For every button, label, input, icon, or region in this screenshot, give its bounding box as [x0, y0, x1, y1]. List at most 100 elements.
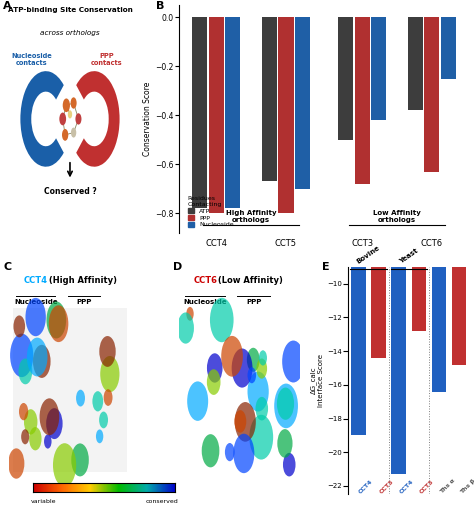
Circle shape	[62, 129, 68, 141]
Bar	[408, 18, 423, 110]
Circle shape	[63, 98, 70, 112]
Text: PPP: PPP	[77, 299, 92, 305]
Text: CCT4: CCT4	[358, 478, 374, 494]
Bar	[192, 18, 207, 208]
Bar	[424, 18, 439, 171]
Bar	[452, 115, 466, 365]
Text: C: C	[3, 262, 11, 272]
Circle shape	[99, 411, 108, 428]
Circle shape	[21, 429, 29, 444]
Circle shape	[249, 415, 273, 459]
Text: Nucleoside
contacts: Nucleoside contacts	[11, 53, 52, 66]
Legend: ATP, PPP, Nucleoside: ATP, PPP, Nucleoside	[188, 196, 234, 227]
Text: Low Affinity
orthologs: Low Affinity orthologs	[373, 210, 421, 223]
Circle shape	[207, 353, 223, 383]
Circle shape	[68, 110, 72, 118]
Text: CCT6: CCT6	[193, 276, 218, 285]
Text: variable: variable	[30, 499, 56, 504]
Circle shape	[277, 429, 292, 458]
Circle shape	[233, 434, 255, 473]
Circle shape	[53, 443, 76, 487]
Bar	[295, 18, 310, 188]
Text: Yeast: Yeast	[398, 248, 419, 265]
Text: Bovine: Bovine	[356, 245, 381, 265]
Y-axis label: Conservation Score: Conservation Score	[143, 82, 152, 156]
Circle shape	[46, 301, 66, 338]
Bar	[392, 115, 406, 474]
Circle shape	[10, 334, 33, 377]
Text: Conserved ?: Conserved ?	[44, 187, 96, 196]
Circle shape	[92, 391, 103, 411]
Text: Nucleoside: Nucleoside	[14, 299, 58, 305]
Circle shape	[27, 338, 47, 376]
Bar	[209, 18, 224, 213]
Circle shape	[75, 113, 82, 125]
Circle shape	[8, 449, 24, 479]
Circle shape	[282, 340, 304, 383]
Circle shape	[71, 128, 76, 138]
Circle shape	[259, 350, 267, 366]
Circle shape	[96, 430, 103, 443]
Text: B: B	[155, 1, 164, 11]
Wedge shape	[20, 71, 64, 167]
Text: A: A	[3, 1, 12, 11]
Circle shape	[49, 305, 68, 342]
Circle shape	[19, 403, 28, 420]
Circle shape	[207, 369, 220, 395]
Circle shape	[33, 345, 51, 378]
Circle shape	[247, 372, 269, 411]
Circle shape	[247, 367, 256, 383]
Bar	[262, 18, 277, 181]
Circle shape	[40, 398, 59, 435]
Bar	[355, 18, 370, 184]
Text: Ths α: Ths α	[439, 478, 456, 494]
Bar	[432, 115, 446, 391]
Bar	[278, 18, 293, 213]
Circle shape	[26, 298, 46, 336]
Circle shape	[186, 307, 194, 321]
Circle shape	[256, 358, 267, 379]
Circle shape	[277, 388, 294, 420]
Bar	[225, 18, 240, 208]
Text: E: E	[322, 262, 329, 272]
Circle shape	[221, 336, 243, 376]
Circle shape	[283, 453, 295, 476]
Text: Ths β: Ths β	[459, 477, 474, 494]
Text: CCT3: CCT3	[379, 478, 394, 494]
Circle shape	[71, 97, 77, 109]
Circle shape	[18, 358, 32, 384]
Circle shape	[202, 434, 219, 468]
Circle shape	[59, 113, 66, 125]
Text: D: D	[173, 262, 182, 272]
Circle shape	[235, 402, 256, 442]
Circle shape	[177, 313, 194, 344]
Circle shape	[234, 410, 246, 433]
Circle shape	[71, 443, 89, 476]
Circle shape	[255, 397, 268, 420]
Text: ATP-binding Site Conservation: ATP-binding Site Conservation	[8, 7, 132, 13]
Y-axis label: ΔG_calc
Interface Score: ΔG_calc Interface Score	[310, 354, 324, 407]
Circle shape	[44, 435, 52, 449]
Text: (Low Affinity): (Low Affinity)	[215, 276, 283, 285]
Text: (High Affinity): (High Affinity)	[46, 276, 117, 285]
Text: High Affinity
orthologs: High Affinity orthologs	[226, 210, 276, 223]
Bar	[371, 18, 386, 120]
Circle shape	[24, 409, 37, 435]
Text: conserved: conserved	[146, 499, 178, 504]
Circle shape	[274, 384, 298, 428]
Circle shape	[99, 336, 116, 367]
Text: CCT3: CCT3	[419, 478, 435, 494]
Circle shape	[232, 349, 253, 388]
Bar	[411, 115, 426, 331]
FancyBboxPatch shape	[13, 308, 127, 472]
Circle shape	[100, 356, 119, 392]
Wedge shape	[76, 71, 119, 167]
Circle shape	[29, 427, 42, 451]
Circle shape	[13, 315, 25, 337]
Circle shape	[46, 408, 63, 439]
Text: across orthologs: across orthologs	[40, 30, 100, 36]
Circle shape	[210, 298, 234, 342]
Text: CCT4: CCT4	[399, 478, 415, 494]
Bar	[371, 115, 386, 358]
Bar	[351, 115, 365, 435]
